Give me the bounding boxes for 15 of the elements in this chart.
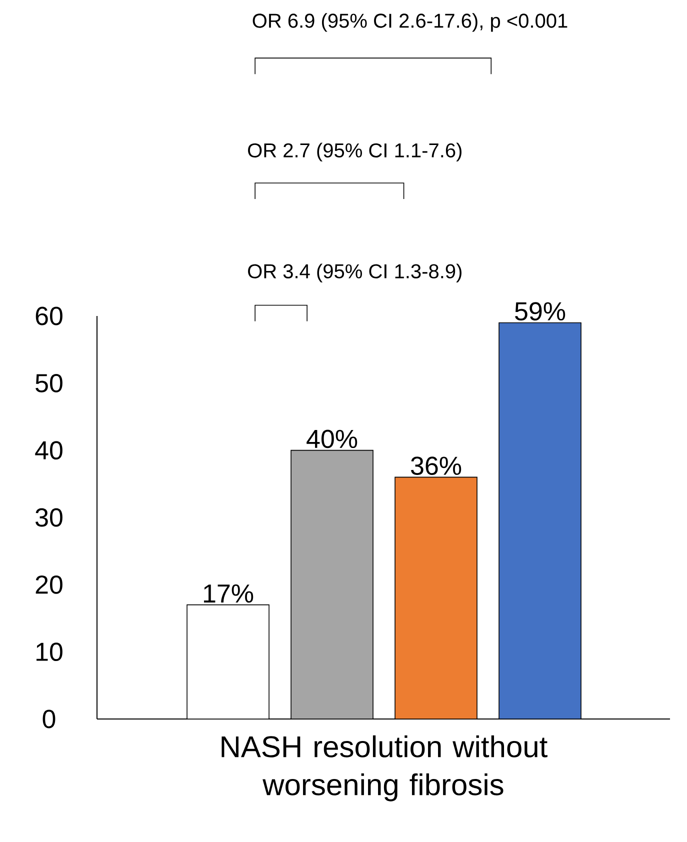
y-tick-label: 50	[36, 374, 62, 392]
text: OR 2.7 (95% CI 1.1-7.6)	[248, 142, 462, 162]
y-tick-label: 40	[35, 441, 62, 460]
data-label: 40%	[306, 430, 358, 448]
data-label: 36%	[410, 456, 462, 475]
y-tick-label: 30	[36, 508, 62, 527]
data-label: 59%	[515, 302, 566, 321]
data-label: 17%	[204, 584, 254, 603]
y-tick-label: 60	[36, 306, 62, 326]
y-tick-label: 10	[36, 642, 62, 662]
y-tick-label: 0	[42, 710, 56, 728]
x-axis-title: NASH resolution without worsening fibrosis	[222, 735, 548, 802]
text: OR 6.9 (95% CI 2.6-17.6), p <0.001	[252, 13, 568, 32]
text: OR 3.4 (95% CI 1.3-8.9)	[248, 264, 462, 282]
y-tick-label: 20	[36, 575, 62, 594]
